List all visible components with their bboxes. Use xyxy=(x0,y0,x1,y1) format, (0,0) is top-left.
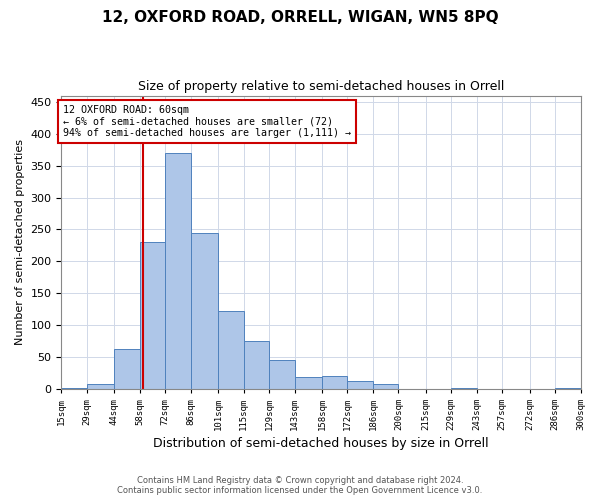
Text: 12 OXFORD ROAD: 60sqm
← 6% of semi-detached houses are smaller (72)
94% of semi-: 12 OXFORD ROAD: 60sqm ← 6% of semi-detac… xyxy=(63,105,351,138)
Bar xyxy=(244,341,269,389)
Bar xyxy=(555,388,581,389)
Bar xyxy=(347,381,373,389)
Text: Contains HM Land Registry data © Crown copyright and database right 2024.
Contai: Contains HM Land Registry data © Crown c… xyxy=(118,476,482,495)
Bar xyxy=(373,384,398,389)
Text: 12, OXFORD ROAD, ORRELL, WIGAN, WN5 8PQ: 12, OXFORD ROAD, ORRELL, WIGAN, WN5 8PQ xyxy=(101,10,499,25)
Bar xyxy=(87,384,114,389)
Bar xyxy=(218,311,244,389)
Bar xyxy=(191,232,218,389)
Bar xyxy=(295,378,322,389)
Bar xyxy=(451,388,476,389)
Bar xyxy=(322,376,347,389)
Y-axis label: Number of semi-detached properties: Number of semi-detached properties xyxy=(15,139,25,345)
X-axis label: Distribution of semi-detached houses by size in Orrell: Distribution of semi-detached houses by … xyxy=(153,437,489,450)
Title: Size of property relative to semi-detached houses in Orrell: Size of property relative to semi-detach… xyxy=(138,80,504,93)
Bar xyxy=(165,153,191,389)
Bar xyxy=(269,360,295,389)
Bar xyxy=(61,388,87,389)
Bar xyxy=(140,242,165,389)
Bar xyxy=(114,350,140,389)
